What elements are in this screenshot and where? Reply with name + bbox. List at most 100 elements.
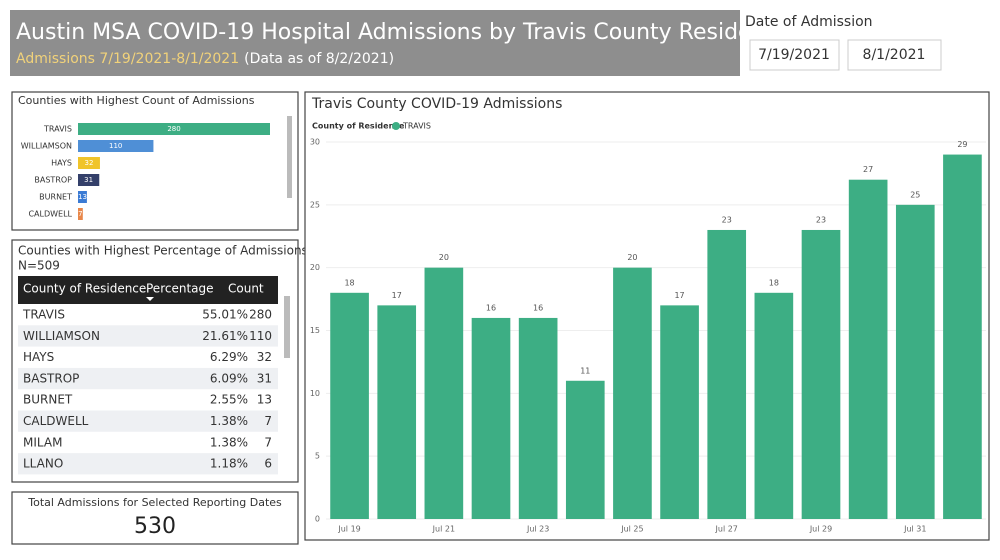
bar[interactable] [424,267,464,519]
bar[interactable] [848,179,888,519]
total-label: Total Admissions for Selected Reporting … [27,496,282,509]
category-label: HAYS [51,159,72,168]
bar[interactable] [78,157,100,169]
cell: LLANO [23,457,63,471]
bar[interactable] [943,154,982,520]
cell: 1.38% [210,414,248,428]
value-label: 17 [674,291,684,300]
legend-title: County of Residence [312,122,405,131]
sort-arrow [146,297,154,301]
bar[interactable] [565,380,605,519]
value-label: 25 [910,190,920,199]
start-date[interactable]: 7/19/2021 [758,47,830,63]
value-label: 13 [78,193,87,201]
x-tick-label: Jul 19 [337,525,360,534]
y-tick-label: 30 [310,138,320,147]
scrollbar[interactable] [287,116,292,198]
cell: 21.61% [202,329,248,343]
end-date-box[interactable] [847,39,942,71]
x-tick-label: Jul 29 [809,525,832,534]
bar[interactable] [78,123,270,135]
bar[interactable] [471,317,511,519]
cell: 2.55% [210,393,248,407]
bar[interactable] [801,229,841,519]
category-label: BASTROP [34,176,72,185]
cell: MILAM [23,435,62,449]
legend-label[interactable]: TRAVIS [402,122,431,131]
start-date-box[interactable] [749,39,840,71]
bar[interactable] [754,292,794,519]
dashboard-title: Austin MSA COVID-19 Hospital Admissions … [16,20,786,45]
date-range: Admissions 7/19/2021-8/1/2021 [16,51,239,67]
count-panel [11,91,299,231]
panel-title: Counties with Highest Count of Admission… [18,94,255,107]
category-label: CALDWELL [28,210,72,219]
cell: HAYS [23,350,54,364]
bar[interactable] [613,267,652,519]
cell: 13 [257,393,272,407]
end-date[interactable]: 8/1/2021 [863,47,926,63]
scrollbar[interactable] [284,296,290,358]
total-value: 530 [134,514,176,539]
value-label: 280 [167,125,180,133]
cell: 55.01% [202,308,248,322]
bar[interactable] [78,140,154,152]
bar[interactable] [707,229,747,519]
cell: 6.29% [210,350,248,364]
bar[interactable] [330,292,369,519]
value-label: 23 [722,215,732,224]
total-panel [11,491,299,545]
value-label: 29 [957,140,967,149]
value-label: 23 [816,215,826,224]
cell: 32 [257,350,272,364]
y-tick-label: 15 [310,326,320,335]
value-label: 20 [627,253,637,262]
column-header[interactable]: County of Residence [23,282,146,296]
cell: 6.09% [210,371,248,385]
cell: CALDWELL [23,414,89,428]
bar[interactable] [377,305,417,519]
x-tick-label: Jul 21 [432,525,455,534]
value-label: 11 [580,366,590,375]
bar[interactable] [78,174,100,186]
cell: TRAVIS [22,308,65,322]
x-tick-label: Jul 31 [903,525,926,534]
cell: 31 [257,371,272,385]
row-bg [18,410,278,432]
x-tick-label: Jul 23 [526,525,549,534]
row-bg [18,367,278,390]
table-subtitle: N=509 [18,259,60,273]
bar[interactable] [895,204,935,520]
category-label: BURNET [39,193,72,202]
bar[interactable] [518,317,558,519]
cell: 6 [264,457,272,471]
cell: 1.18% [210,457,248,471]
value-label: 16 [486,303,496,312]
cell: WILLIAMSON [23,329,100,343]
cell: BASTROP [23,371,79,385]
bar[interactable] [78,208,83,220]
table-header [18,276,278,304]
value-label: 7 [78,210,82,218]
y-tick-label: 20 [310,263,320,272]
cell: BURNET [23,393,73,407]
data-note: (Data as of 8/2/2021) [244,51,394,67]
column-header[interactable]: Percentage [146,282,214,296]
chart-title: Travis County COVID-19 Admissions [311,96,562,112]
value-label: 17 [392,291,402,300]
category-label: WILLIAMSON [21,142,72,151]
value-label: 16 [533,303,543,312]
y-tick-label: 25 [310,200,320,209]
value-label: 18 [344,278,354,287]
bar[interactable] [78,191,87,203]
y-tick-label: 0 [315,515,320,524]
value-label: 20 [439,253,449,262]
header-bar [10,10,740,76]
x-tick-label: Jul 27 [715,525,738,534]
table-title: Counties with Highest Percentage of Admi… [18,244,308,258]
column-header[interactable]: Count [228,282,264,296]
x-tick-label: Jul 25 [620,525,643,534]
bar[interactable] [660,305,699,519]
cell: 7 [264,414,272,428]
